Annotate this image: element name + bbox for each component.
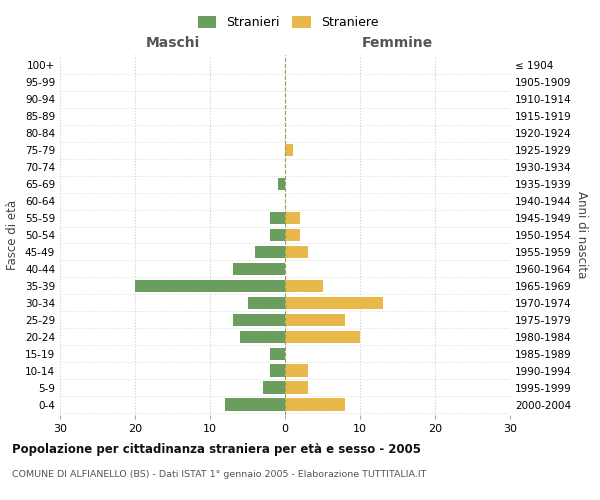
- Bar: [285, 280, 323, 292]
- Bar: [270, 364, 285, 377]
- Bar: [248, 296, 285, 310]
- Bar: [285, 382, 308, 394]
- Bar: [285, 144, 293, 156]
- Bar: [285, 398, 345, 411]
- Y-axis label: Fasce di età: Fasce di età: [7, 200, 19, 270]
- Bar: [285, 228, 300, 241]
- Bar: [233, 314, 285, 326]
- Bar: [285, 212, 300, 224]
- Text: Popolazione per cittadinanza straniera per età e sesso - 2005: Popolazione per cittadinanza straniera p…: [12, 442, 421, 456]
- Bar: [270, 212, 285, 224]
- Bar: [263, 382, 285, 394]
- Bar: [270, 228, 285, 241]
- Bar: [285, 364, 308, 377]
- Bar: [225, 398, 285, 411]
- Bar: [240, 330, 285, 344]
- Text: Femmine: Femmine: [362, 36, 433, 50]
- Legend: Stranieri, Straniere: Stranieri, Straniere: [193, 11, 383, 34]
- Bar: [233, 262, 285, 276]
- Bar: [270, 348, 285, 360]
- Bar: [255, 246, 285, 258]
- Bar: [135, 280, 285, 292]
- Bar: [285, 246, 308, 258]
- Bar: [285, 314, 345, 326]
- Bar: [277, 178, 285, 190]
- Text: Maschi: Maschi: [145, 36, 200, 50]
- Text: COMUNE DI ALFIANELLO (BS) - Dati ISTAT 1° gennaio 2005 - Elaborazione TUTTITALIA: COMUNE DI ALFIANELLO (BS) - Dati ISTAT 1…: [12, 470, 427, 479]
- Bar: [285, 330, 360, 344]
- Bar: [285, 296, 383, 310]
- Y-axis label: Anni di nascita: Anni di nascita: [575, 192, 588, 278]
